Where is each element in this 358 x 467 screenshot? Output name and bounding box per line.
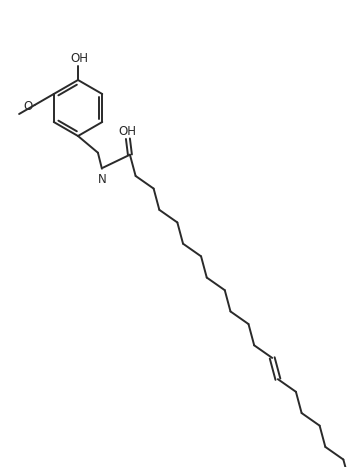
Text: N: N	[97, 173, 106, 186]
Text: O: O	[23, 99, 33, 113]
Text: OH: OH	[118, 125, 136, 138]
Text: OH: OH	[70, 52, 88, 65]
